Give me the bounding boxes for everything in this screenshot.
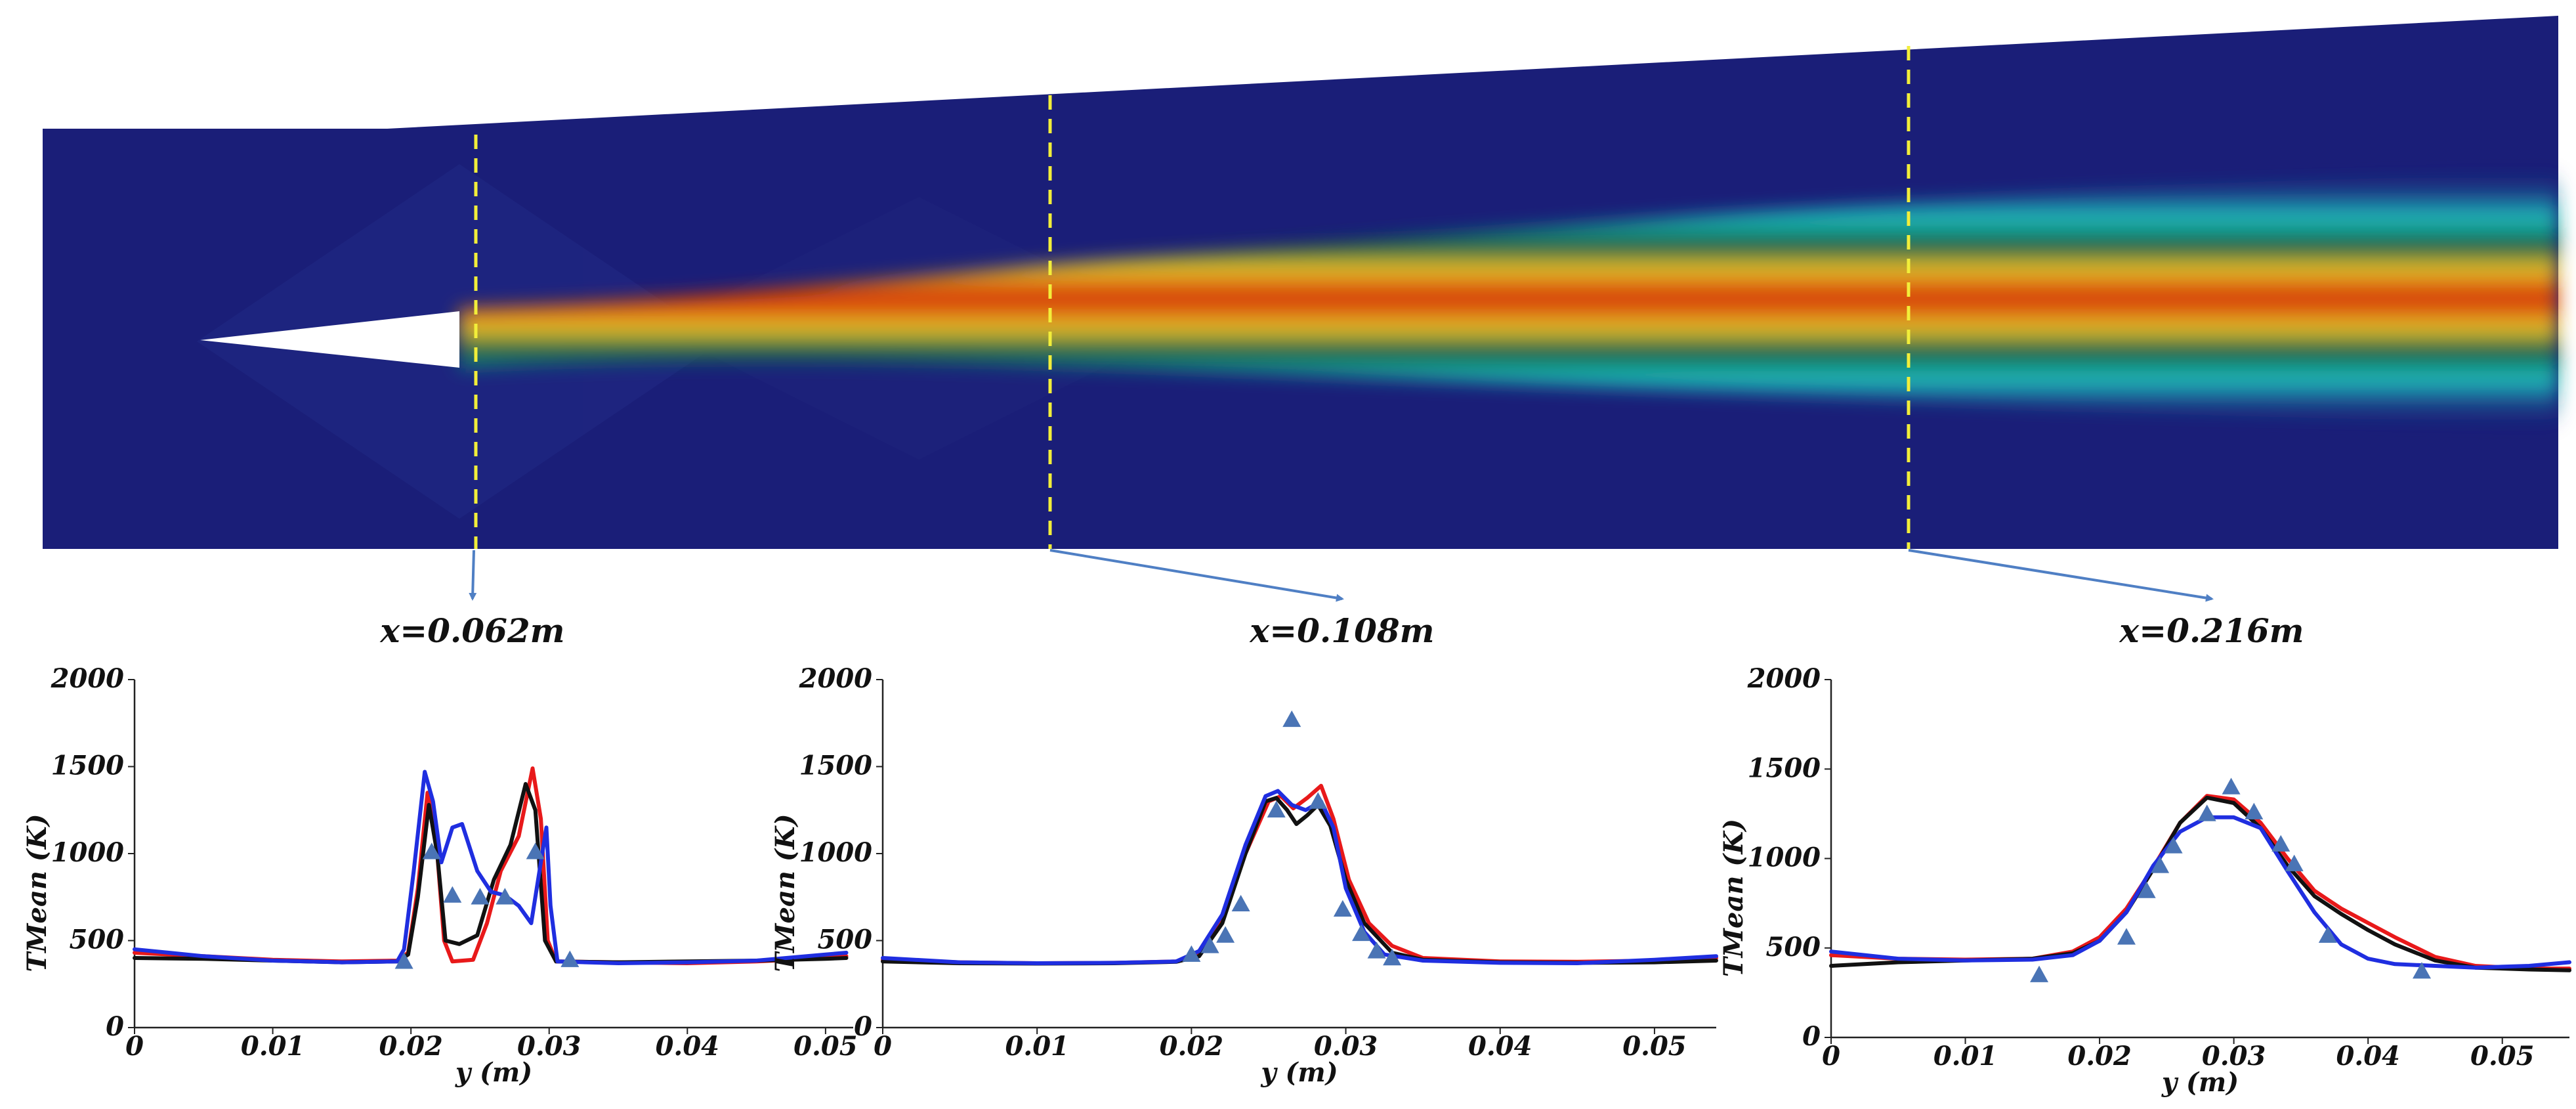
y-tick-label: 2000 [51, 663, 124, 694]
panel-3-title: x=0.216m [2119, 611, 2304, 650]
x-tick-label: 0.01 [1005, 1031, 1068, 1062]
data-marker [2318, 926, 2337, 943]
x-tick-label: 0.01 [1933, 1041, 1997, 1072]
y-tick-label: 500 [818, 924, 873, 955]
chart-panel-1: 0 500 1000 1500 2000 0 0.01 0.02 0.03 0.04 0.05 y (… [22, 663, 858, 1088]
y-tick-label: 1500 [51, 750, 124, 781]
data-marker [2285, 854, 2304, 871]
y-tick-label: 2000 [1747, 663, 1821, 694]
probe-arrow-3 [1908, 549, 2214, 602]
panel-1-title: x=0.062m [379, 611, 564, 650]
chart-panel-3: 0 500 1000 1500 2000 0 0.01 0.02 0.03 0.04 0.05 y (… [1718, 663, 2571, 1098]
data-marker [560, 950, 580, 967]
x-tick-label: 0.04 [2336, 1041, 2399, 1072]
data-marker [1309, 792, 1328, 809]
data-marker [1216, 926, 1235, 943]
x-tick-label: 0.05 [793, 1031, 857, 1062]
data-marker [1352, 924, 1371, 942]
data-marker [2413, 962, 2431, 979]
x-axis-label: y (m) [1260, 1057, 1338, 1088]
data-marker [2222, 777, 2241, 794]
data-marker [1182, 945, 1201, 962]
x-axis-label: y (m) [455, 1057, 532, 1088]
data-marker [1267, 800, 1286, 817]
x-tick-label: 0 [1822, 1041, 1840, 1072]
y-tick-label: 0 [854, 1011, 872, 1042]
data-marker [1231, 894, 1250, 912]
x-tick-label: 0.04 [1468, 1031, 1532, 1062]
y-tick-label: 2000 [799, 663, 872, 694]
y-tick-label: 1000 [1748, 842, 1821, 873]
series-line-blue [1829, 815, 2571, 970]
probe-arrow-2 [1049, 549, 1344, 602]
y-tick-label: 0 [1802, 1021, 1821, 1052]
y-axis-label: TMean (K) [770, 814, 801, 972]
x-tick-label: 0.04 [656, 1031, 719, 1062]
y-tick-label: 500 [1766, 932, 1821, 963]
x-tick-label: 0.03 [517, 1031, 581, 1062]
x-tick-label: 0.05 [2470, 1041, 2534, 1072]
data-marker [394, 952, 413, 969]
y-tick-label: 500 [70, 924, 125, 955]
series-line-black [881, 796, 1718, 966]
jet-plume [459, 171, 2558, 427]
data-marker [1282, 710, 1301, 728]
x-tick-label: 0.01 [241, 1031, 305, 1062]
x-tick-label: 0 [125, 1031, 144, 1062]
series-line-blue [881, 789, 1718, 965]
data-marker [443, 886, 462, 903]
y-axis-label: TMean (K) [22, 814, 53, 972]
data-marker [496, 888, 515, 905]
series-line-red [881, 783, 1718, 965]
data-marker [422, 842, 441, 859]
probe-arrow-1 [469, 550, 477, 601]
data-marker [526, 842, 545, 859]
x-tick-label: 0.02 [1160, 1031, 1223, 1062]
y-tick-label: 1000 [799, 837, 872, 868]
data-marker [1367, 942, 1386, 959]
data-marker [2197, 804, 2216, 821]
chart-panel-2: 0 500 1000 1500 2000 0 0.01 0.02 0.03 0.04 0.05 y (… [770, 663, 1718, 1088]
data-marker [471, 888, 490, 905]
data-marker [2271, 835, 2291, 852]
x-axis-label: y (m) [2161, 1067, 2239, 1098]
series-line-blue [133, 770, 849, 965]
data-marker [2164, 837, 2183, 854]
data-marker [2151, 856, 2170, 873]
data-marker [1383, 949, 1402, 966]
x-tick-label: 0.02 [379, 1031, 442, 1062]
y-tick-label: 1000 [51, 837, 124, 868]
data-marker [1200, 936, 1219, 953]
temperature-contour [43, 16, 2558, 602]
x-tick-label: 0.03 [1314, 1031, 1378, 1062]
x-tick-label: 0.05 [1622, 1031, 1686, 1062]
series-line-black [1829, 795, 2571, 972]
data-marker [2245, 802, 2264, 819]
y-tick-label: 0 [106, 1011, 124, 1042]
data-marker [2030, 965, 2049, 982]
series-line-red [133, 766, 849, 965]
y-tick-label: 1500 [1748, 752, 1821, 783]
x-tick-label: 0.02 [2067, 1041, 2131, 1072]
data-marker [2117, 928, 2136, 945]
x-tick-label: 0 [874, 1031, 892, 1062]
data-marker [2137, 881, 2156, 898]
panel-2-title: x=0.108m [1249, 611, 1434, 650]
y-tick-label: 1500 [799, 750, 872, 781]
x-tick-label: 0.03 [2202, 1041, 2266, 1072]
y-axis-label: TMean (K) [1718, 819, 1749, 977]
data-marker [1333, 900, 1352, 917]
series-line-black [133, 782, 849, 965]
injector-strut [200, 311, 459, 368]
